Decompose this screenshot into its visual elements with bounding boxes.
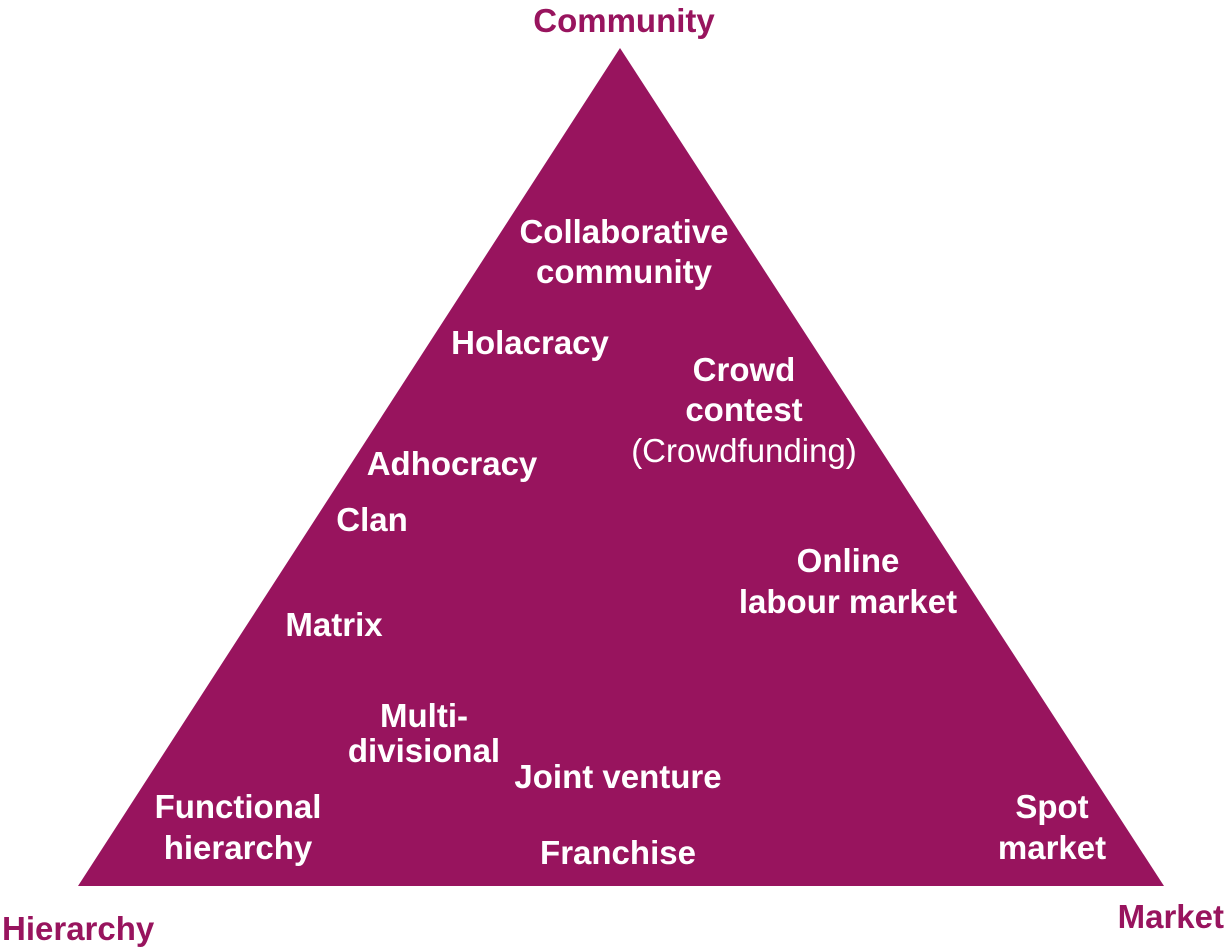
form-crowdfunding: (Crowdfunding)	[631, 432, 857, 469]
corner-label-hierarchy: Hierarchy	[2, 910, 155, 947]
svg-text:Multi-: Multi-	[380, 697, 468, 734]
svg-text:community: community	[536, 253, 713, 290]
form-spot-market: Spot market	[998, 788, 1106, 866]
svg-text:market: market	[998, 829, 1106, 866]
form-franchise: Franchise	[540, 834, 696, 871]
svg-text:labour market: labour market	[739, 583, 957, 620]
form-adhocracy: Adhocracy	[367, 445, 538, 482]
form-functional-hierarchy: Functional hierarchy	[155, 788, 322, 866]
svg-text:Clan: Clan	[336, 501, 408, 538]
form-holacracy: Holacracy	[451, 324, 609, 361]
triangle	[78, 48, 1164, 886]
svg-text:contest: contest	[685, 391, 802, 428]
svg-text:Adhocracy: Adhocracy	[367, 445, 538, 482]
svg-text:hierarchy: hierarchy	[164, 829, 313, 866]
corner-label-community: Community	[533, 2, 715, 39]
svg-text:Franchise: Franchise	[540, 834, 696, 871]
svg-text:Holacracy: Holacracy	[451, 324, 609, 361]
corner-label-market: Market	[1118, 898, 1224, 935]
form-crowd-contest: Crowd contest (Crowdfunding)	[631, 351, 857, 469]
svg-text:divisional: divisional	[348, 732, 500, 769]
svg-text:Matrix: Matrix	[285, 606, 383, 643]
svg-text:Joint venture: Joint venture	[514, 758, 721, 795]
form-matrix: Matrix	[285, 606, 383, 643]
svg-text:Online: Online	[797, 542, 900, 579]
form-collaborative-community: Collaborative community	[519, 213, 728, 290]
svg-text:Functional: Functional	[155, 788, 322, 825]
form-clan: Clan	[336, 501, 408, 538]
svg-text:Collaborative: Collaborative	[519, 213, 728, 250]
form-online-labour-market: Online labour market	[739, 542, 957, 620]
svg-text:Crowd: Crowd	[693, 351, 796, 388]
form-joint-venture: Joint venture	[514, 758, 721, 795]
svg-text:Spot: Spot	[1015, 788, 1088, 825]
form-multi-divisional: Multi- divisional	[348, 697, 500, 769]
